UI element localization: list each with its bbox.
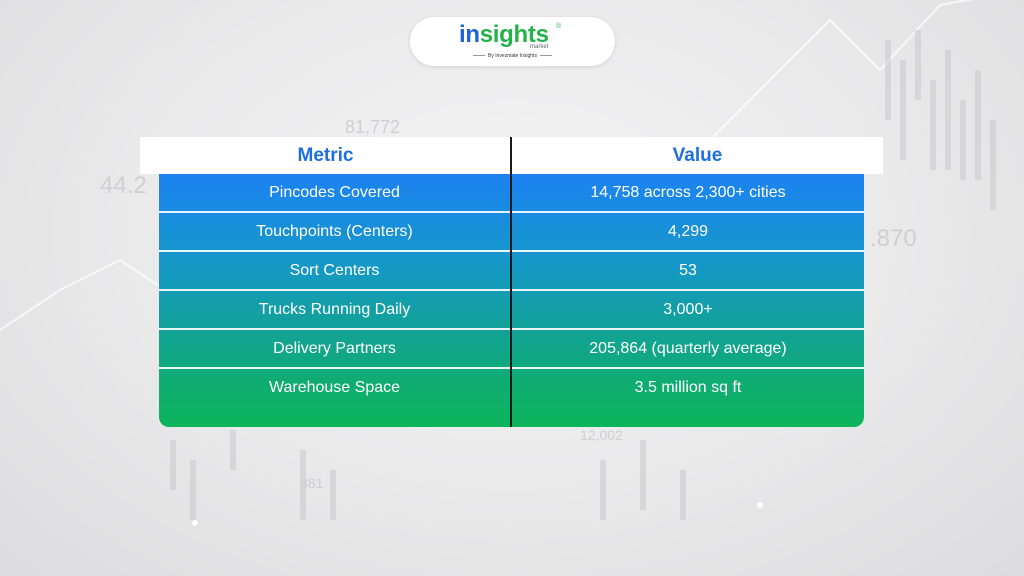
- bg-number: 44.2: [100, 172, 147, 199]
- value-cell: 4,299: [667, 223, 709, 240]
- header-metric: Metric: [297, 145, 354, 166]
- logo-word-part2: sights: [479, 21, 549, 48]
- logo-subtext: market: [530, 44, 549, 50]
- value-cell: 3.5 million sq ft: [634, 379, 742, 396]
- bg-number: 81,772: [345, 117, 400, 137]
- logo-wordmark: insights: [459, 21, 549, 49]
- metric-cell: Delivery Partners: [273, 340, 396, 357]
- bg-number: .870: [870, 225, 917, 252]
- value-cell: 205,864 (quarterly average): [589, 340, 787, 357]
- metric-cell: Trucks Running Daily: [258, 301, 411, 318]
- metric-cell: Touchpoints (Centers): [256, 223, 413, 240]
- bg-number: 12,002: [580, 427, 623, 443]
- brand-logo: insights ® market By Invezmate Insights: [410, 17, 615, 66]
- metric-cell: Sort Centers: [289, 262, 380, 279]
- metric-cell: Warehouse Space: [268, 379, 401, 396]
- logo-word-part1: in: [459, 21, 480, 48]
- column-divider: [510, 137, 512, 427]
- table-row: Warehouse Space 3.5 million sq ft: [159, 369, 864, 427]
- logo-byline-text: By Invezmate Insights: [488, 53, 537, 59]
- header-value: Value: [672, 145, 723, 166]
- metric-cell: Pincodes Covered: [269, 184, 400, 201]
- value-cell: 53: [679, 262, 697, 279]
- value-cell: 14,758 across 2,300+ cities: [590, 184, 786, 201]
- logo-registered-mark: ®: [556, 23, 562, 30]
- value-cell: 3,000+: [663, 301, 713, 318]
- logo-byline: By Invezmate Insights: [410, 53, 615, 59]
- bg-number: 381: [300, 475, 324, 491]
